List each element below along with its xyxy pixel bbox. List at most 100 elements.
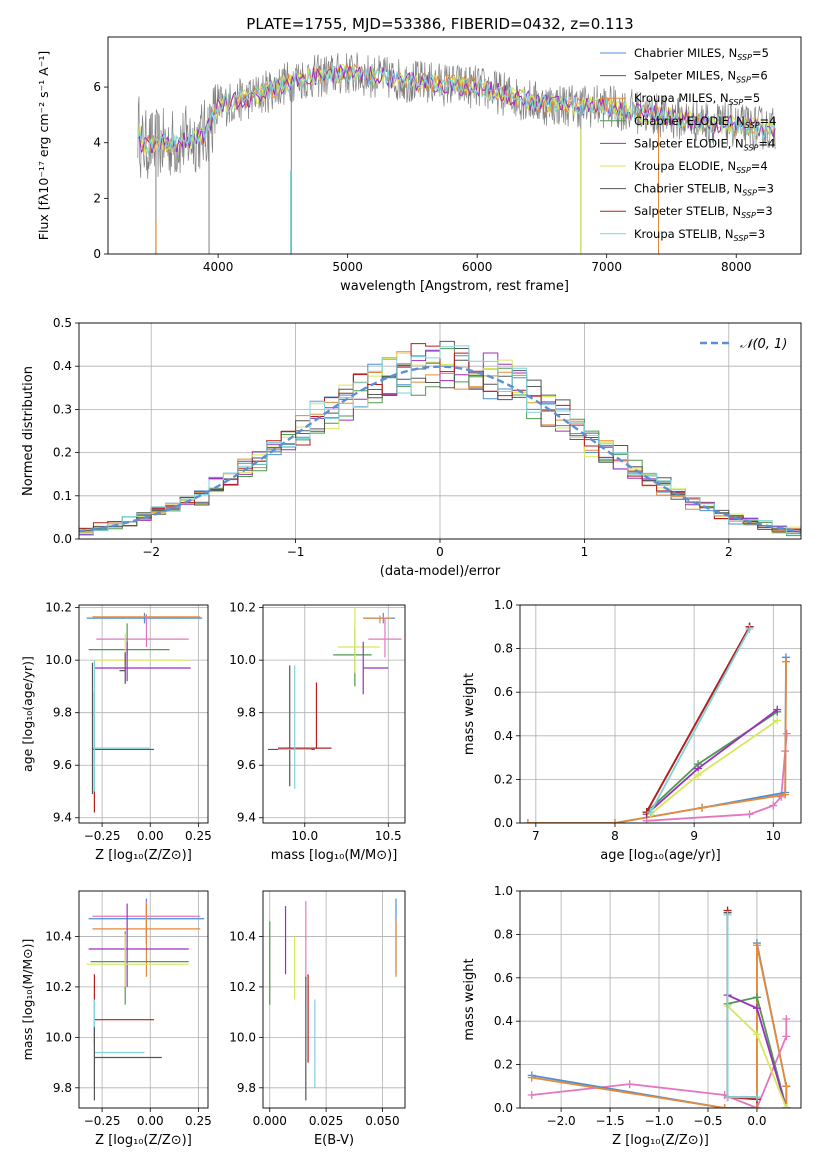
plus-marker	[782, 1104, 791, 1108]
x-axis-label: Z [log₁₀(Z/Z⊙)]	[95, 1133, 192, 1148]
x-tick-label: −0.25	[84, 1114, 121, 1128]
plus-marker	[781, 790, 790, 799]
y-tick-label: 10.2	[229, 601, 256, 615]
legend-label: 𝒩(0, 1)	[740, 337, 787, 352]
y-tick-label: 1.0	[494, 884, 513, 898]
legend-subscript: SSP	[742, 189, 757, 198]
chart-mass_vs_Z: −0.25 0.00 0.25 9.8 10.0 10.2 10.4 Z [log₁₀(Z/Z…	[20, 890, 212, 1148]
x-tick-label: 0	[436, 545, 444, 559]
chart-age_vs_mass: 10.0 10.5 9.4 9.6 9.8 10.0 10.2 mass [log₁₀(M/M…	[229, 601, 406, 863]
plus-marker	[752, 1104, 761, 1108]
y-tick-label: 0.2	[53, 446, 72, 460]
x-tick-label: 6000	[462, 260, 493, 274]
legend-text: Chabrier STELIB, N	[634, 182, 742, 196]
legend-text: Kroupa STELIB, N	[634, 227, 734, 241]
histogram-step	[79, 345, 801, 536]
axes-frame	[519, 890, 802, 1109]
x-tick-label: −2	[142, 545, 160, 559]
x-tick-label: −1	[287, 545, 305, 559]
legend-label: Kroupa ELODIE, NSSP=4	[634, 159, 768, 175]
legend-text: Salpeter MILES, N	[634, 69, 736, 83]
axes-frame	[107, 36, 802, 255]
y-axis-label: age [log₁₀(age/yr)]	[20, 656, 35, 772]
y-tick-label: 0.0	[494, 816, 513, 830]
x-tick-label: −0.5	[693, 1114, 722, 1128]
legend-suffix: =6	[751, 69, 768, 83]
y-tick-label: 0.2	[494, 1058, 513, 1072]
plus-marker	[781, 657, 790, 666]
x-tick-label: 2	[725, 545, 733, 559]
plot-area	[137, 52, 776, 254]
x-axis-label: wavelength [Angstrom, rest frame]	[340, 279, 569, 294]
y-tick-label: 9.6	[237, 758, 256, 772]
grid	[263, 891, 405, 1108]
y-axis-label: mass weight	[462, 958, 477, 1040]
y-tick-label: 6	[93, 80, 101, 94]
y-tick-label: 9.8	[53, 1081, 72, 1095]
y-tick-label: 0.2	[494, 772, 513, 786]
y-tick-label: 10.0	[45, 653, 72, 667]
y-tick-label: 10.0	[45, 1030, 72, 1044]
plus-marker	[723, 1093, 732, 1102]
x-tick-label: 10.5	[375, 829, 402, 843]
plus-marker	[752, 993, 761, 1002]
y-tick-label: 10.2	[45, 601, 72, 615]
grid	[263, 605, 405, 823]
y-tick-label: 0.8	[494, 642, 513, 656]
x-tick-label: 0.25	[185, 1114, 212, 1128]
plot-area	[523, 622, 791, 823]
chart-age_vs_Z: −0.25 0.00 0.25 9.4 9.6 9.8 10.0 10.2 Z [log₁₀(Z…	[20, 601, 212, 863]
mass-weight-line	[726, 912, 757, 1099]
plot-area	[268, 607, 402, 789]
model-spectrum-line	[137, 63, 776, 155]
y-tick-label: 10.2	[45, 980, 72, 994]
plus-marker	[527, 1090, 536, 1099]
legend-suffix: =4	[751, 159, 768, 173]
x-tick-label: 7000	[591, 260, 622, 274]
y-tick-label: 10.0	[229, 653, 256, 667]
plus-marker	[694, 771, 703, 780]
y-tick-label: 0.0	[494, 1101, 513, 1115]
x-tick-label: 8	[611, 829, 619, 843]
grid	[79, 605, 208, 823]
legend-text: Kroupa MILES, N	[634, 91, 729, 105]
legend-text: Kroupa ELODIE, N	[634, 159, 736, 173]
grid	[520, 604, 801, 824]
legend-subscript: SSP	[744, 143, 759, 152]
plot-area	[79, 340, 801, 537]
mass-weight-line	[650, 719, 778, 815]
x-tick-label: −1.5	[596, 1114, 625, 1128]
legend-label: Chabrier STELIB, NSSP=3	[634, 182, 774, 198]
plus-marker	[752, 941, 761, 950]
y-tick-label: 0.4	[53, 359, 72, 373]
y-tick-label: 0.5	[53, 316, 72, 330]
y-tick-label: 0.6	[494, 685, 513, 699]
y-tick-label: 0.1	[53, 489, 72, 503]
x-axis-label: Z [log₁₀(Z/Z⊙)]	[612, 1133, 709, 1148]
legend-suffix: =3	[757, 182, 774, 196]
y-tick-label: 9.8	[237, 706, 256, 720]
y-tick-label: 10.2	[229, 980, 256, 994]
x-tick-label: 5000	[332, 260, 363, 274]
x-tick-label: 10.0	[291, 829, 318, 843]
legend-text: Salpeter STELIB, N	[634, 204, 741, 218]
axes-frame	[78, 322, 802, 540]
legend-suffix: =3	[756, 204, 773, 218]
plus-marker	[646, 808, 655, 817]
y-tick-label: 10.4	[229, 929, 256, 943]
y-tick-label: 0.4	[494, 729, 513, 743]
x-axis-label: E(B-V)	[314, 1133, 354, 1148]
histogram-step	[79, 343, 801, 531]
plus-marker	[782, 729, 791, 738]
y-tick-label: 9.6	[53, 758, 72, 772]
hist-legend: 𝒩(0, 1)	[700, 337, 787, 352]
legend-label: Salpeter ELODIE, NSSP=4	[634, 136, 775, 152]
legend-label: Chabrier MILES, NSSP=5	[634, 46, 769, 62]
y-tick-label: 0.0	[53, 532, 72, 546]
x-tick-label: −1.0	[644, 1114, 673, 1128]
y-tick-label: 1.0	[494, 598, 513, 612]
y-axis-label: mass weight	[462, 673, 477, 755]
plus-marker	[769, 801, 778, 810]
plus-marker	[610, 819, 619, 823]
legend-text: Salpeter ELODIE, N	[634, 136, 744, 150]
